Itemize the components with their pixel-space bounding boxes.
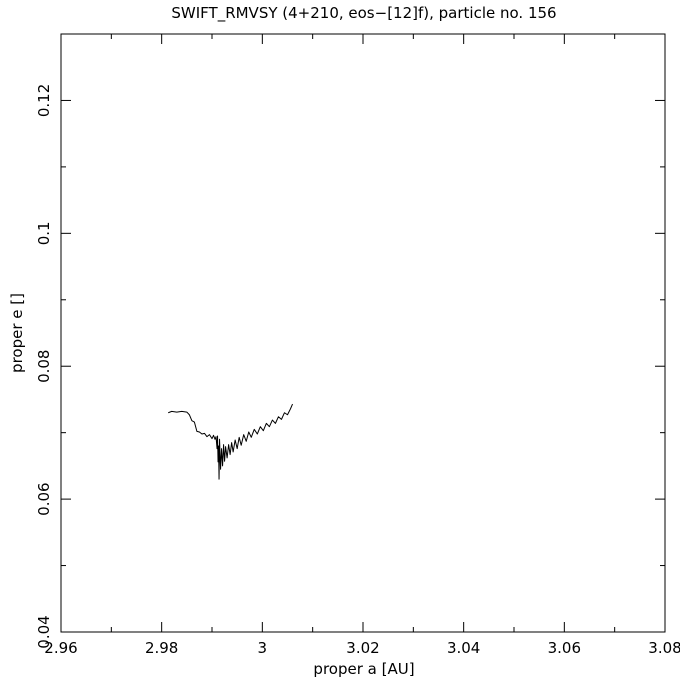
x-tick-label: 3.04 [447,639,480,657]
y-tick-label: 0.06 [35,482,53,515]
plot-frame [60,33,666,633]
y-tick-label: 0.04 [35,615,53,648]
chart-title: SWIFT_RMVSY (4+210, eos−[12]f), particle… [171,4,556,23]
y-tick-label: 0.1 [35,221,53,245]
x-tick-label: 2.96 [44,639,77,657]
axis-tick-labels: 2.96 2.98 3 3.02 3.04 3.06 3.08 0.04 0.06 0.08 0.1… [35,84,680,657]
x-tick-label: 3.08 [648,639,680,657]
x-tick-label: 3 [258,639,268,657]
x-tick-label: 2.98 [145,639,178,657]
axis-ticks [60,33,666,633]
y-tick-label: 0.12 [35,84,53,117]
y-tick-label: 0.08 [35,350,53,383]
data-series [168,403,293,480]
x-tick-label: 3.02 [346,639,379,657]
y-axis-label: proper e [] [8,293,26,373]
series-line [168,403,293,480]
x-axis-label: proper a [AU] [313,660,414,678]
x-tick-label: 3.06 [548,639,581,657]
